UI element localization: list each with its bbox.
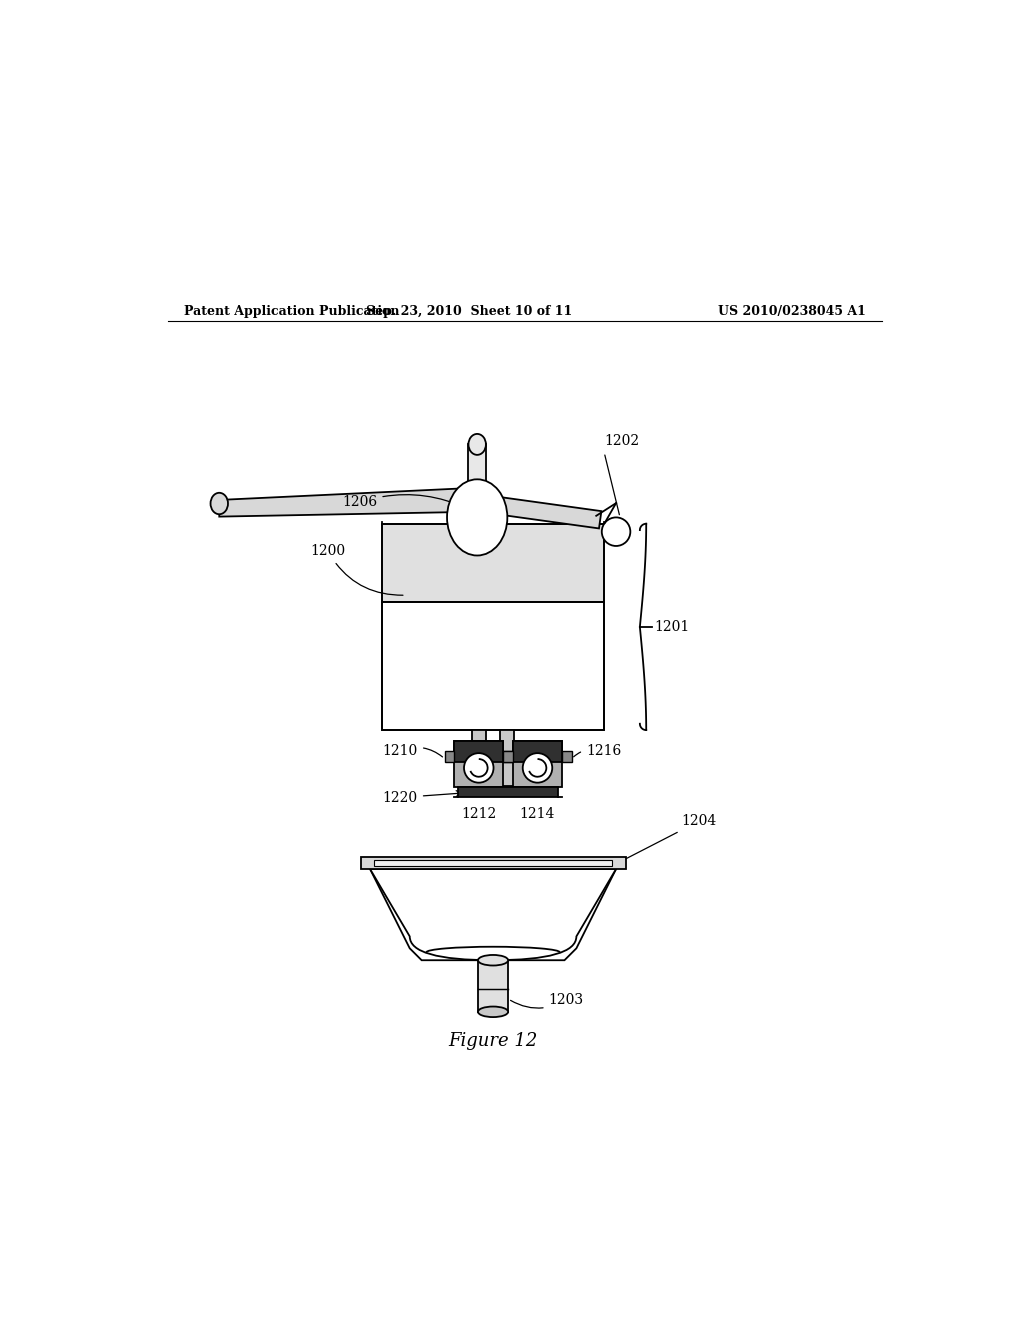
Circle shape <box>464 754 494 783</box>
Bar <box>504 751 513 762</box>
Bar <box>468 445 486 524</box>
Text: 1216: 1216 <box>573 743 622 758</box>
Bar <box>478 960 508 1012</box>
Text: 1206: 1206 <box>342 495 467 510</box>
Bar <box>374 861 612 866</box>
Bar <box>360 857 626 869</box>
Text: 1204: 1204 <box>621 814 717 862</box>
Text: 1203: 1203 <box>511 993 584 1008</box>
Ellipse shape <box>478 954 508 965</box>
Ellipse shape <box>468 434 486 455</box>
Circle shape <box>522 754 552 783</box>
Text: 1202: 1202 <box>604 434 639 449</box>
Ellipse shape <box>447 479 507 556</box>
Bar <box>444 751 455 762</box>
Polygon shape <box>219 488 470 516</box>
Bar <box>382 602 604 730</box>
Bar <box>455 742 504 762</box>
Bar <box>382 524 604 730</box>
Bar <box>455 742 504 787</box>
Text: 1210: 1210 <box>383 743 442 758</box>
Polygon shape <box>370 869 616 960</box>
Text: 1200: 1200 <box>310 544 403 595</box>
Polygon shape <box>484 495 601 528</box>
PathPatch shape <box>370 869 616 960</box>
Bar <box>472 730 486 785</box>
Text: Figure 12: Figure 12 <box>449 1032 538 1051</box>
Text: 1220: 1220 <box>383 791 462 804</box>
Bar <box>382 524 604 602</box>
Ellipse shape <box>478 1007 508 1018</box>
Bar <box>513 742 562 762</box>
Text: 1212: 1212 <box>461 807 497 821</box>
Bar <box>513 742 562 787</box>
Bar <box>458 787 558 797</box>
Text: 1201: 1201 <box>654 620 689 634</box>
Circle shape <box>602 517 631 546</box>
Text: Patent Application Publication: Patent Application Publication <box>183 305 399 318</box>
Text: Sep. 23, 2010  Sheet 10 of 11: Sep. 23, 2010 Sheet 10 of 11 <box>367 305 572 318</box>
Bar <box>504 751 513 762</box>
Bar <box>500 730 514 785</box>
Text: 1214: 1214 <box>520 807 555 821</box>
Ellipse shape <box>211 492 228 515</box>
Text: US 2010/0238045 A1: US 2010/0238045 A1 <box>718 305 866 318</box>
Bar <box>562 751 571 762</box>
